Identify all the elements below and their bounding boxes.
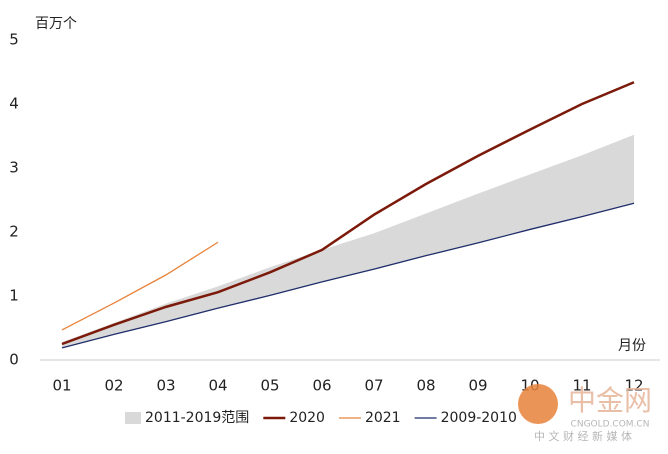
watermark-tagline: 中 文 财 经 新 媒 体: [534, 429, 632, 443]
x-tick-label: 07: [364, 377, 383, 395]
x-tick-label: 12: [624, 377, 643, 395]
line: [61, 241, 219, 331]
y-tick-label: 3: [9, 159, 19, 177]
x-tick-label: 03: [156, 377, 175, 395]
legend-label: 2011-2019范围: [145, 409, 249, 426]
x-tick-label: 04: [208, 377, 227, 395]
legend-label: 2020: [289, 410, 325, 426]
legend-swatch: [125, 412, 141, 424]
line: [61, 81, 635, 346]
watermark-logo: [518, 384, 558, 424]
x-tick-label: 02: [104, 377, 123, 395]
x-axis-label: 月份: [618, 338, 646, 354]
watermark-url: CNGOLD.COM.CN: [571, 420, 650, 430]
band: [62, 134, 634, 348]
y-tick-label: 2: [9, 223, 19, 241]
y-tick-label: 5: [9, 31, 19, 49]
y-tick-label: 4: [9, 95, 19, 113]
x-tick-label: 09: [468, 377, 487, 395]
watermark-title: 中金网: [568, 384, 652, 417]
line: [61, 202, 635, 349]
x-tick-label: 08: [416, 377, 435, 395]
y-axis-label: 百万个: [35, 16, 77, 32]
watermark: 中金网 CNGOLD.COM.CN 中 文 财 经 新 媒 体: [518, 384, 652, 443]
legend-label: 2009-2010: [441, 410, 517, 426]
x-tick-label: 11: [572, 377, 591, 395]
y-tick-label: 1: [9, 287, 19, 305]
x-tick-label: 01: [52, 377, 71, 395]
y-tick-label: 0: [9, 351, 19, 369]
legend-label: 2021: [365, 410, 401, 426]
x-tick-label: 05: [260, 377, 279, 395]
x-tick-label: 06: [312, 377, 331, 395]
